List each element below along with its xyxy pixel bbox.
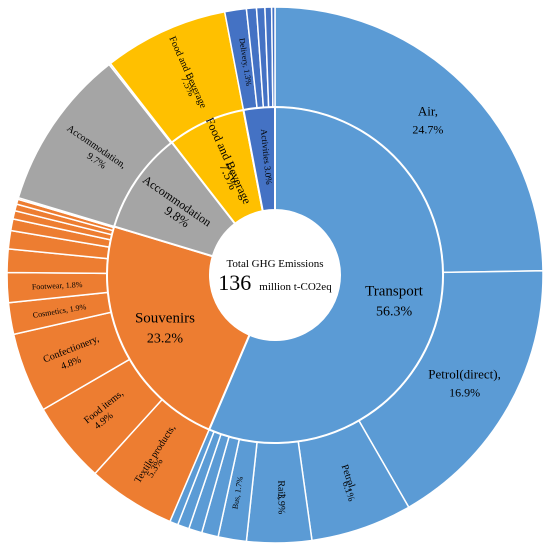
center-title: Total GHG Emissions bbox=[226, 258, 323, 270]
center-total: 136 million t-CO2eq bbox=[218, 270, 332, 295]
outer-ring bbox=[6, 6, 544, 544]
inner-label-transport: Transport bbox=[365, 283, 424, 299]
inner-label-souvenirs: Souvenirs bbox=[135, 310, 195, 326]
outer-label-4-pct: 3.9% bbox=[275, 493, 286, 514]
outer-label-1: Air, bbox=[418, 104, 438, 119]
outer-segment-29 bbox=[270, 6, 276, 108]
center-total-unit: million t-CO2eq bbox=[259, 281, 332, 293]
inner-label-transport-pct: 56.3% bbox=[376, 304, 413, 319]
center-hole bbox=[210, 210, 340, 340]
outer-label-1-pct: 24.7% bbox=[412, 123, 443, 137]
inner-ring bbox=[106, 105, 444, 444]
center-total-value: 136 bbox=[218, 270, 251, 295]
outer-label-2-pct: 16.9% bbox=[449, 386, 480, 400]
outer-label-14: Footwear, 1.8% bbox=[32, 280, 83, 291]
outer-label-2: Petrol(direct), bbox=[428, 367, 501, 382]
outer-label-4: Rail, bbox=[275, 480, 286, 499]
inner-label-souvenirs-pct: 23.2% bbox=[147, 331, 184, 346]
